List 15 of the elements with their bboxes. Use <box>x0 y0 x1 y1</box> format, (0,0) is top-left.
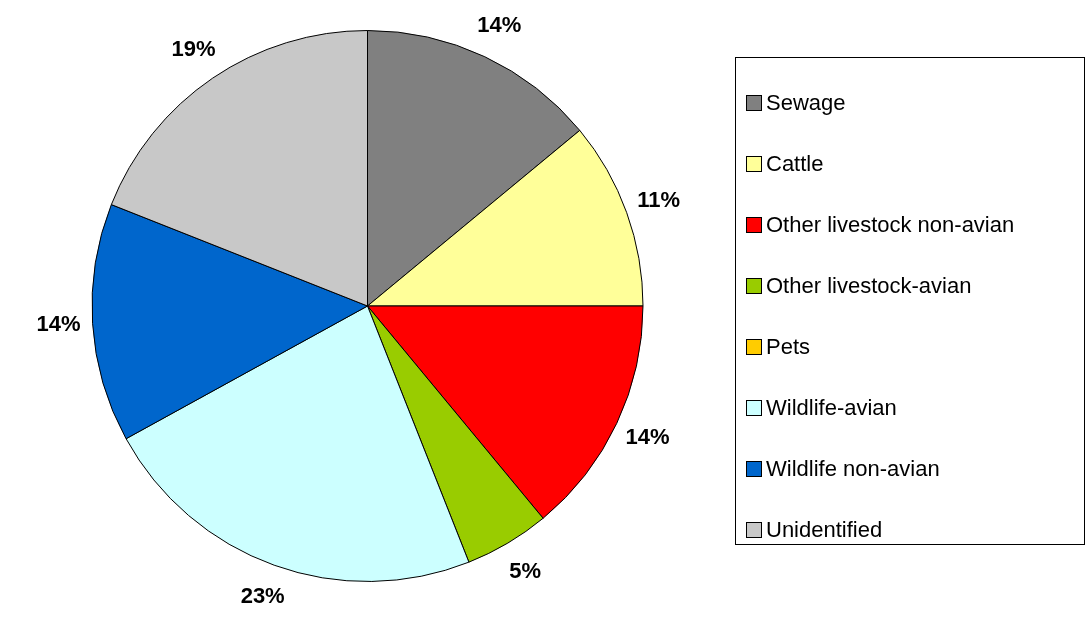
data-label: 11% <box>637 187 681 213</box>
data-label: 19% <box>171 36 216 62</box>
legend-label: Pets <box>766 333 811 360</box>
data-label: 14% <box>477 12 522 38</box>
legend-label: Sewage <box>766 89 846 116</box>
legend-label: Wildlife-avian <box>766 394 897 421</box>
legend-label: Cattle <box>766 150 824 177</box>
legend-label: Other livestock non-avian <box>766 211 1015 238</box>
legend-label: Wildlife non-avian <box>766 455 940 482</box>
data-label: 14% <box>36 311 81 337</box>
data-label: 23% <box>240 583 285 609</box>
legend-label: Unidentified <box>766 516 883 543</box>
legend-label: Other livestock-avian <box>766 272 972 299</box>
data-label: 14% <box>625 423 670 449</box>
data-label: 5% <box>509 558 541 584</box>
